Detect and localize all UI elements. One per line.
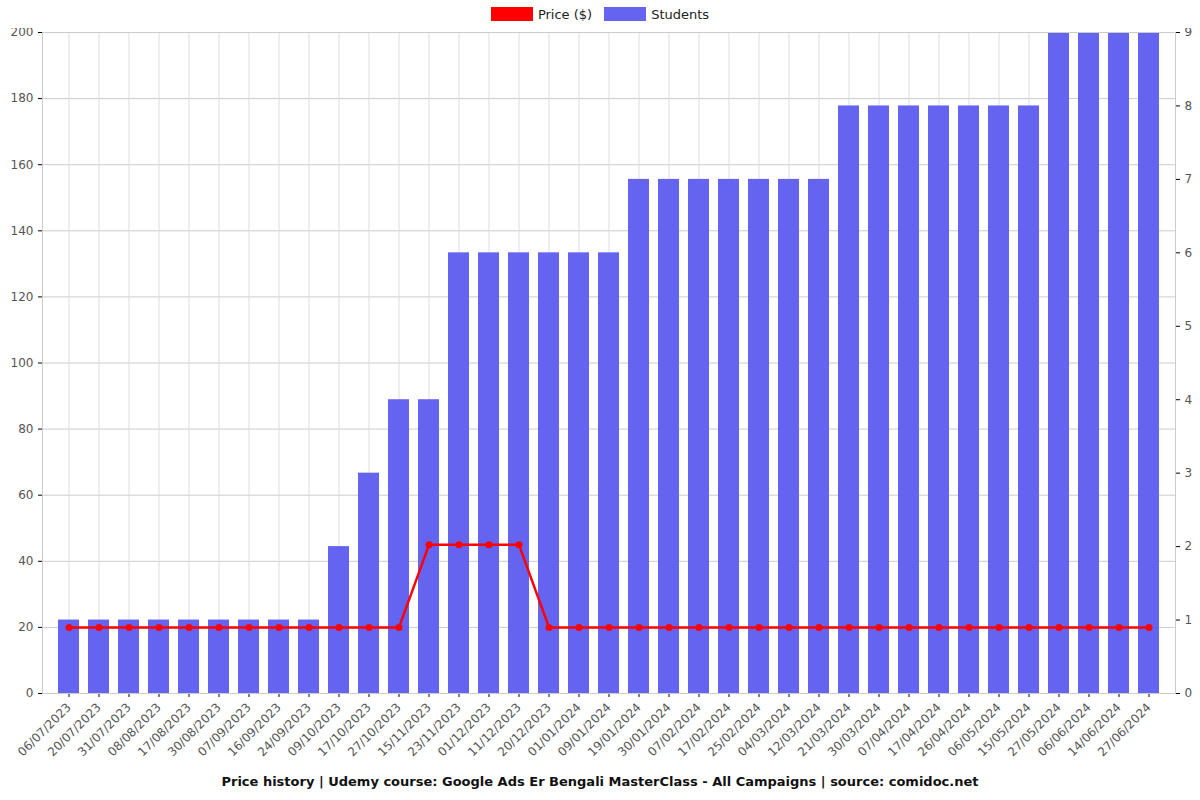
svg-text:20: 20 <box>18 620 33 634</box>
svg-text:2: 2 <box>1185 539 1193 553</box>
svg-text:27/10/2023: 27/10/2023 <box>345 700 404 760</box>
svg-text:5: 5 <box>1185 319 1193 333</box>
svg-text:7: 7 <box>1185 172 1193 186</box>
svg-text:23/11/2023: 23/11/2023 <box>405 700 464 760</box>
svg-text:14/06/2024: 14/06/2024 <box>1065 700 1124 760</box>
svg-text:04/03/2024: 04/03/2024 <box>735 700 794 760</box>
svg-text:160: 160 <box>11 158 34 172</box>
svg-text:21/03/2024: 21/03/2024 <box>795 700 854 760</box>
svg-text:200: 200 <box>11 28 34 39</box>
svg-text:17/08/2023: 17/08/2023 <box>135 700 194 760</box>
svg-text:07/02/2024: 07/02/2024 <box>645 700 704 760</box>
svg-text:19/01/2024: 19/01/2024 <box>585 700 644 760</box>
svg-text:30/03/2024: 30/03/2024 <box>825 700 884 760</box>
svg-text:8: 8 <box>1185 99 1193 113</box>
svg-text:31/07/2023: 31/07/2023 <box>75 700 134 760</box>
svg-text:100: 100 <box>11 356 34 370</box>
html-text:Price ($): Price ($) <box>537 6 593 22</box>
svg-text:17/10/2023: 17/10/2023 <box>315 700 374 760</box>
svg-text:11/12/2023: 11/12/2023 <box>465 700 524 760</box>
svg-text:08/08/2023: 08/08/2023 <box>105 700 164 760</box>
svg-text:4: 4 <box>1185 393 1193 407</box>
svg-text:09/10/2023: 09/10/2023 <box>285 700 344 760</box>
svg-text:24/09/2023: 24/09/2023 <box>255 700 314 760</box>
svg-text:0: 0 <box>1185 686 1193 700</box>
svg-text:06/05/2024: 06/05/2024 <box>945 700 1004 760</box>
svg-text:27/05/2024: 27/05/2024 <box>1005 700 1064 760</box>
svg-text:16/09/2023: 16/09/2023 <box>225 700 284 760</box>
svg-text:25/02/2024: 25/02/2024 <box>705 700 764 760</box>
svg-text:17/02/2024: 17/02/2024 <box>675 700 734 760</box>
svg-text:140: 140 <box>11 224 34 238</box>
svg-text:40: 40 <box>18 554 33 568</box>
svg-text:20/07/2023: 20/07/2023 <box>45 700 104 760</box>
svg-text:17/04/2024: 17/04/2024 <box>885 700 944 760</box>
svg-text:12/03/2024: 12/03/2024 <box>765 700 824 760</box>
svg-text:06/07/2023: 06/07/2023 <box>15 700 74 760</box>
svg-text:60: 60 <box>18 488 33 502</box>
svg-text:07/09/2023: 07/09/2023 <box>195 700 254 760</box>
svg-text:0: 0 <box>26 686 34 700</box>
svg-text:15/05/2024: 15/05/2024 <box>975 700 1034 760</box>
svg-text:1: 1 <box>1185 613 1193 627</box>
svg-text:01/01/2024: 01/01/2024 <box>525 700 584 760</box>
html-text:Price history | Udemy course:: Price history | Udemy course: Google Ads… <box>221 774 979 789</box>
svg-text:3: 3 <box>1185 466 1193 480</box>
svg-text:180: 180 <box>11 91 34 105</box>
svg-text:20/12/2023: 20/12/2023 <box>495 700 554 760</box>
svg-text:30/08/2023: 30/08/2023 <box>165 700 224 760</box>
svg-text:09/01/2024: 09/01/2024 <box>555 700 614 760</box>
svg-text:6: 6 <box>1185 246 1193 260</box>
svg-text:9: 9 <box>1185 28 1193 39</box>
svg-text:15/11/2023: 15/11/2023 <box>375 700 434 760</box>
svg-text:07/04/2024: 07/04/2024 <box>855 700 914 760</box>
html-text:Students: Students <box>651 6 710 22</box>
svg-text:26/04/2024: 26/04/2024 <box>915 700 974 760</box>
svg-text:01/12/2023: 01/12/2023 <box>435 700 494 760</box>
svg-text:06/06/2024: 06/06/2024 <box>1035 700 1094 760</box>
svg-text:30/01/2024: 30/01/2024 <box>615 700 674 760</box>
svg-text:27/06/2024: 27/06/2024 <box>1095 700 1154 759</box>
svg-text:80: 80 <box>18 422 33 436</box>
svg-text:120: 120 <box>11 290 34 304</box>
